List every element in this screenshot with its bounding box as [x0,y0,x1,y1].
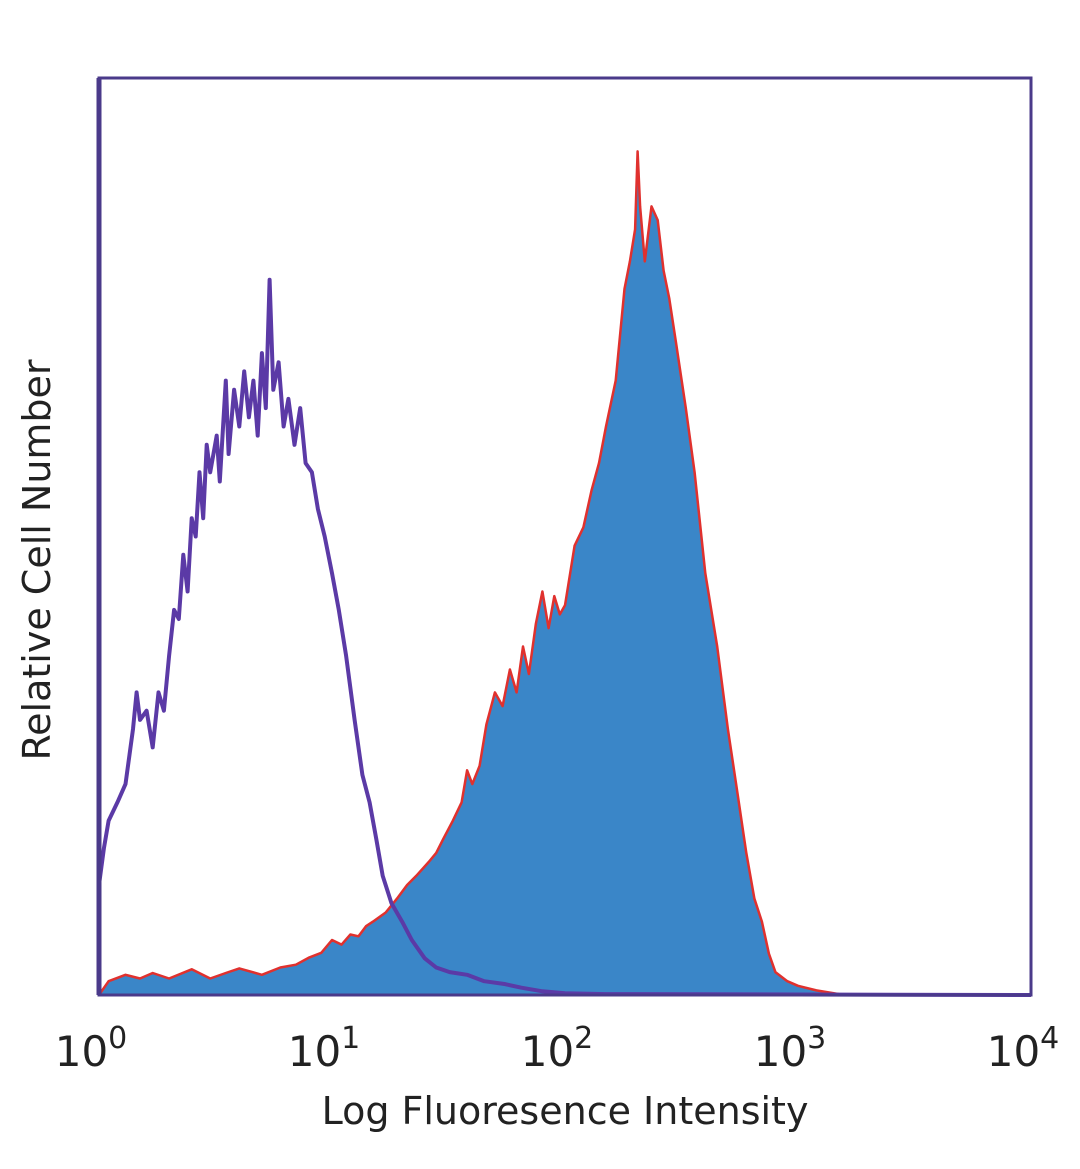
x-tick-labels: 100 101 102 103 104 [55,1021,1060,1076]
x-tick-label: 100 [55,1021,128,1076]
x-tick-label: 104 [987,1021,1060,1076]
stained-histogram-fill [99,151,1031,995]
x-tick-label: 101 [288,1021,361,1076]
plot-area [97,150,1032,997]
x-tick-label: 102 [521,1021,594,1076]
stained-histogram-edge [97,150,1032,997]
x-axis-label: Log Fluoresence Intensity [322,1089,809,1133]
y-axis-label: Relative Cell Number [15,359,59,760]
control-histogram-line [97,277,1032,997]
x-tick-label: 103 [754,1021,827,1076]
